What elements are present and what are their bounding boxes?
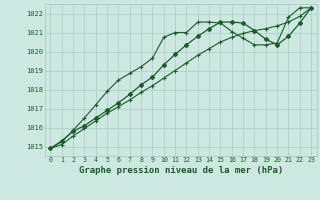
X-axis label: Graphe pression niveau de la mer (hPa): Graphe pression niveau de la mer (hPa)	[79, 166, 283, 175]
